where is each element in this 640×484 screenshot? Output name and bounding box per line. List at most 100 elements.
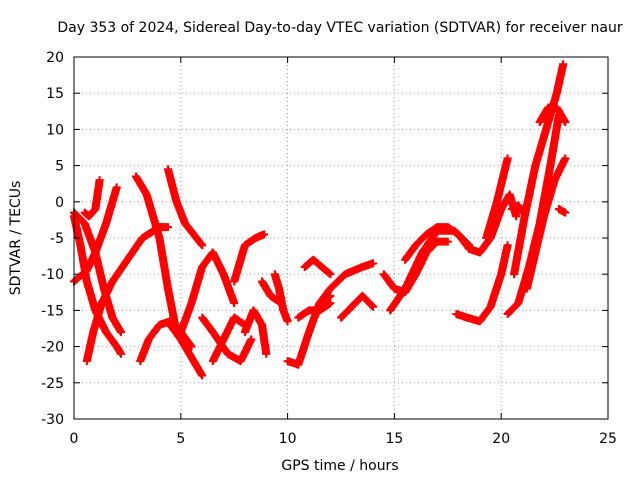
- data-point: [112, 183, 121, 192]
- series-track-n: [240, 306, 271, 358]
- data-point: [518, 208, 527, 217]
- y-tick-label: 5: [55, 159, 64, 175]
- data-series: [70, 60, 570, 380]
- series-segment: [83, 278, 99, 313]
- series-segment: [476, 304, 494, 325]
- series-segment: [102, 329, 120, 350]
- x-tick-label: 20: [492, 431, 510, 447]
- series-segment: [164, 166, 181, 205]
- series-segment: [177, 300, 195, 335]
- series-segment: [402, 242, 419, 263]
- series-segment: [497, 242, 512, 277]
- series-segment: [199, 314, 216, 335]
- series-track-r: [294, 299, 335, 322]
- data-point: [95, 176, 104, 185]
- series-segment: [493, 155, 512, 205]
- series-segment: [109, 256, 131, 285]
- series-segment: [250, 307, 266, 328]
- y-tick-label: 15: [46, 86, 64, 102]
- data-point: [260, 230, 269, 239]
- x-tick-label: 10: [279, 431, 297, 447]
- y-tick-label: -25: [41, 376, 64, 392]
- y-tick-label: -15: [41, 303, 64, 319]
- data-point: [198, 371, 207, 380]
- series-segment: [177, 336, 195, 361]
- series-segment: [132, 173, 150, 198]
- series-segment: [455, 231, 473, 252]
- y-tick-label: 0: [55, 195, 64, 211]
- series-segment: [387, 285, 409, 314]
- series-segment: [91, 177, 104, 212]
- x-tick-label: 25: [599, 431, 617, 447]
- x-axis-label: GPS time / hours: [281, 458, 398, 474]
- series-segment: [109, 314, 125, 335]
- series-segment: [83, 249, 99, 274]
- data-point: [116, 349, 125, 358]
- series-segment: [523, 249, 539, 292]
- series-segment: [482, 199, 501, 241]
- series-track-u: [337, 291, 378, 322]
- series-segment: [342, 263, 365, 278]
- data-point: [198, 241, 207, 250]
- data-point: [326, 270, 335, 279]
- series-track-s: [300, 255, 335, 279]
- data-point: [262, 349, 271, 358]
- chart-title: Day 353 of 2024, Sidereal Day-to-day VTE…: [57, 20, 623, 36]
- series-segment: [258, 322, 270, 357]
- data-point: [163, 223, 172, 232]
- series-segment: [553, 104, 569, 125]
- data-point: [443, 237, 452, 246]
- y-tick-label: 20: [46, 50, 64, 66]
- axis-ticks: 0 5 10 15 20 25 -30 -25 -20 -15 -10 -5 0 5 10 15 20: [41, 50, 617, 447]
- data-point: [283, 317, 292, 326]
- series-segment: [220, 271, 238, 306]
- series-segment: [102, 184, 121, 227]
- series-segment: [531, 213, 548, 255]
- series-segment: [487, 271, 505, 310]
- series-segment: [531, 126, 550, 169]
- series-track-c: [70, 183, 121, 286]
- series-track-ag: [554, 205, 570, 217]
- data-point: [116, 328, 125, 337]
- series-segment: [359, 292, 377, 310]
- data-point: [503, 241, 512, 250]
- data-point: [503, 154, 512, 163]
- series-segment: [504, 300, 522, 317]
- series-segment: [258, 278, 274, 299]
- data-point: [369, 302, 378, 311]
- data-point: [561, 154, 570, 163]
- data-point: [230, 299, 239, 308]
- series-segment: [124, 235, 146, 263]
- series-segment: [553, 61, 567, 96]
- series-track-z: [475, 190, 521, 257]
- series-track-m: [230, 230, 269, 286]
- series-track-p: [270, 270, 292, 326]
- series-segment: [155, 235, 172, 292]
- y-tick-label: -10: [41, 267, 64, 283]
- series-segment: [401, 249, 426, 292]
- series-segment: [338, 303, 355, 321]
- series-segment: [510, 213, 529, 277]
- series-segment: [188, 354, 206, 379]
- series-segment: [209, 249, 227, 277]
- series-segment: [412, 231, 430, 249]
- series-track-af: [507, 201, 527, 217]
- series-segment: [209, 336, 227, 364]
- series-segment: [423, 238, 441, 256]
- data-point: [512, 212, 521, 221]
- y-tick-label: -20: [41, 340, 64, 356]
- series-track-ae: [535, 103, 570, 127]
- series-segment: [71, 267, 90, 285]
- series-segment: [521, 163, 540, 219]
- series-segment: [487, 206, 505, 241]
- series-segment: [89, 300, 106, 335]
- series-segment: [136, 336, 153, 364]
- series-segment: [98, 278, 116, 306]
- series-segment: [230, 242, 249, 284]
- series-segment: [476, 235, 494, 256]
- series-segment: [419, 228, 441, 256]
- series-segment: [380, 271, 398, 292]
- data-point: [247, 335, 256, 344]
